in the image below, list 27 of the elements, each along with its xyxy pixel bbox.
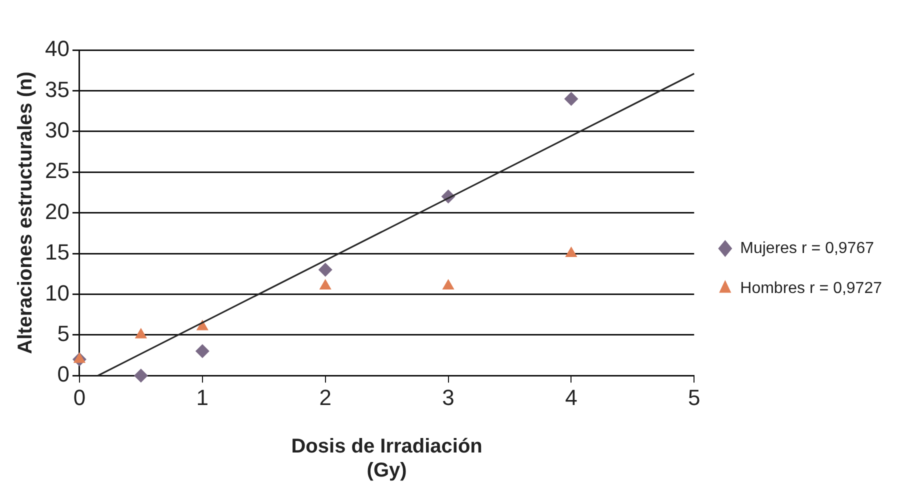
y-axis-title: Alteraciones estructurales (n) (14, 72, 37, 354)
point (134, 328, 147, 338)
point (319, 279, 332, 290)
x-tick-label: 1 (196, 384, 209, 410)
y-tick-label: 25 (44, 158, 70, 184)
x-tick-label: 3 (442, 384, 454, 410)
legend-label: Mujeres r = 0,9767 (740, 240, 874, 257)
point (565, 246, 578, 257)
point (196, 320, 208, 330)
x-tick-label: 4 (565, 384, 578, 410)
y-tick-label: 10 (44, 280, 70, 306)
point (318, 262, 332, 277)
x-axis-title: Dosis de Irradiación (Gy) (291, 436, 482, 482)
point (73, 352, 86, 363)
legend-label: Hombres r = 0,9727 (740, 280, 882, 297)
point (442, 279, 454, 290)
x-tick-label: 0 (73, 384, 86, 410)
x-tick-label: 2 (319, 384, 332, 410)
y-tick-label: 5 (57, 320, 70, 346)
y-tick-label: 20 (44, 198, 70, 224)
y-tick-label: 35 (44, 76, 70, 102)
y-tick-label: 40 (44, 36, 70, 62)
x-tick-label: 5 (688, 384, 700, 410)
y-tick-label: 30 (44, 117, 70, 142)
y-tick-label: 15 (44, 240, 70, 265)
y-tick-label: 0 (57, 362, 70, 387)
point (564, 92, 578, 106)
